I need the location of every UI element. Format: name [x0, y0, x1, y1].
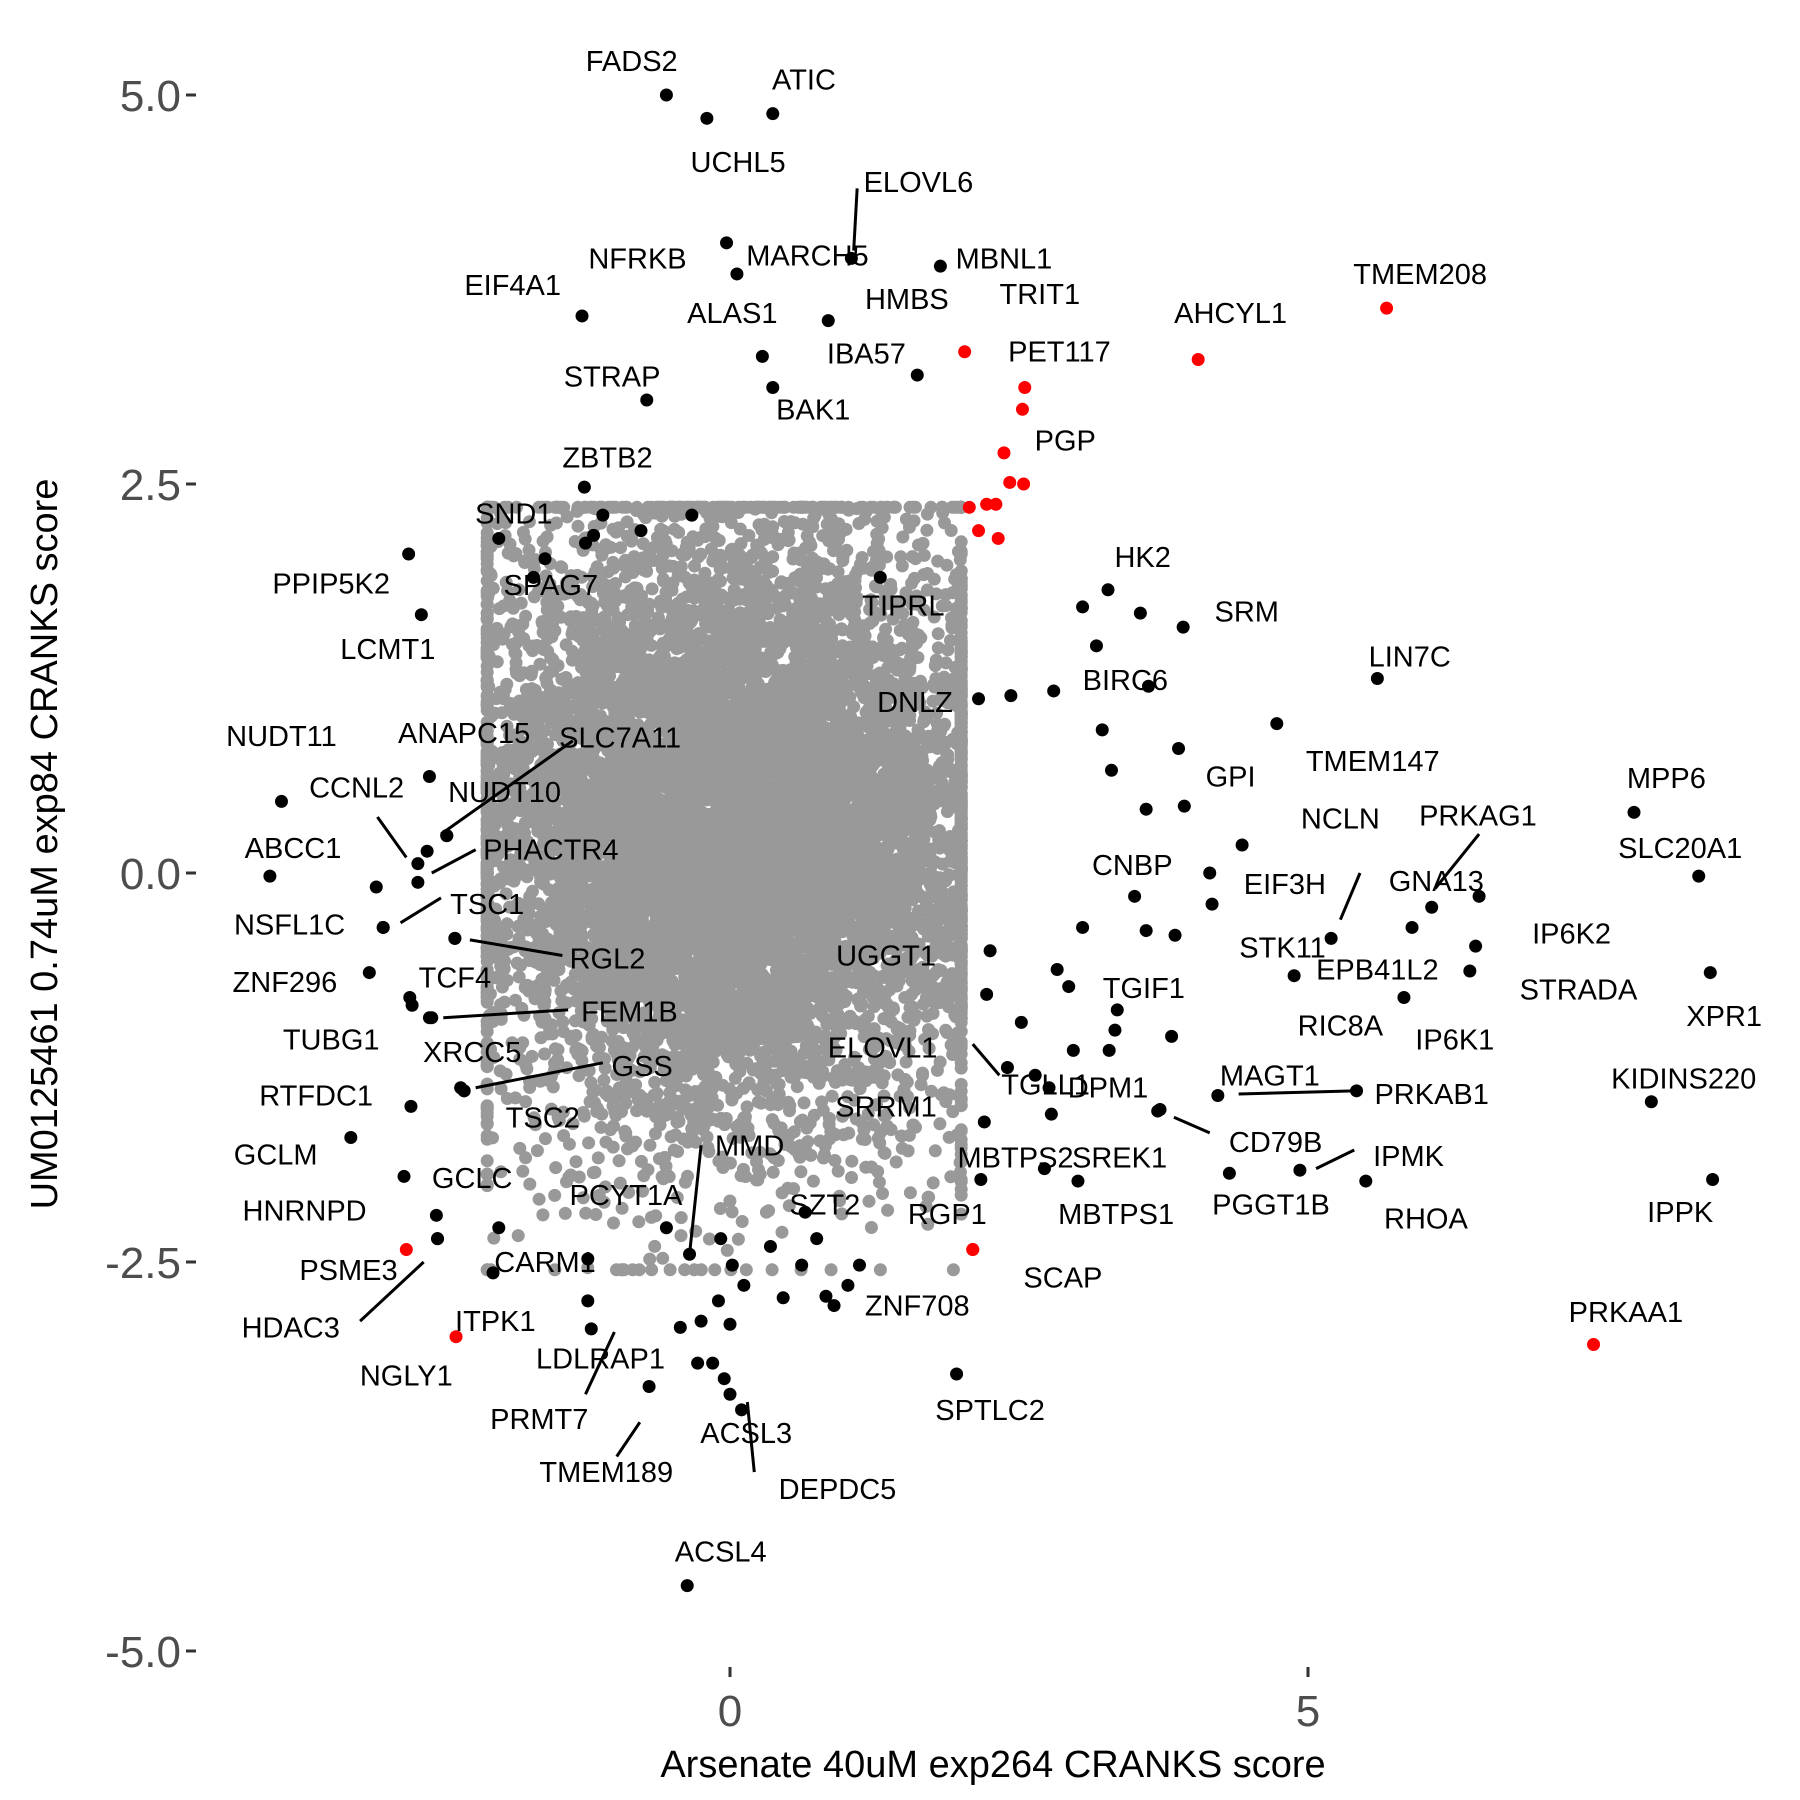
- background-point: [708, 1263, 722, 1277]
- background-point: [547, 973, 561, 987]
- background-point: [801, 1135, 815, 1149]
- background-point: [944, 1170, 958, 1184]
- background-point: [921, 1217, 935, 1231]
- background-point: [674, 1211, 688, 1225]
- background-point: [632, 1215, 646, 1229]
- background-point: [946, 1263, 960, 1277]
- background-point: [536, 1208, 550, 1222]
- background-point: [525, 1049, 539, 1063]
- background-point: [663, 1263, 677, 1277]
- background-point: [806, 1174, 820, 1188]
- background-point: [579, 1206, 593, 1220]
- background-point: [530, 1144, 544, 1158]
- background-point: [645, 582, 659, 596]
- background-point: [513, 1141, 527, 1155]
- background-point: [842, 1126, 856, 1140]
- background-point: [903, 1186, 917, 1200]
- background-points: [480, 500, 968, 1277]
- background-point: [863, 603, 877, 616]
- background-point: [594, 1120, 608, 1134]
- background-point: [606, 1140, 620, 1154]
- background-point: [500, 719, 514, 733]
- background-point: [519, 1151, 533, 1165]
- background-point: [926, 1176, 940, 1190]
- background-point: [931, 627, 945, 641]
- background-point: [759, 1084, 773, 1098]
- background-point: [519, 1095, 533, 1109]
- background-point: [845, 1154, 859, 1168]
- background-point: [876, 1187, 889, 1200]
- background-point: [614, 541, 628, 555]
- background-point: [645, 1263, 659, 1277]
- background-point: [582, 1136, 596, 1150]
- background-point: [643, 1252, 657, 1266]
- background-point: [852, 517, 866, 530]
- background-point: [668, 522, 681, 536]
- background-point: [569, 1155, 583, 1169]
- background-point: [643, 1138, 657, 1152]
- background-point: [674, 1229, 688, 1243]
- background-point: [636, 1184, 649, 1198]
- background-point: [765, 1263, 779, 1277]
- background-point: [742, 1077, 756, 1091]
- background-point: [864, 1221, 878, 1234]
- background-point: [597, 1073, 611, 1087]
- background-point: [558, 1206, 572, 1220]
- background-point: [549, 1161, 563, 1175]
- background-point: [828, 1075, 842, 1089]
- background-point: [656, 1251, 670, 1265]
